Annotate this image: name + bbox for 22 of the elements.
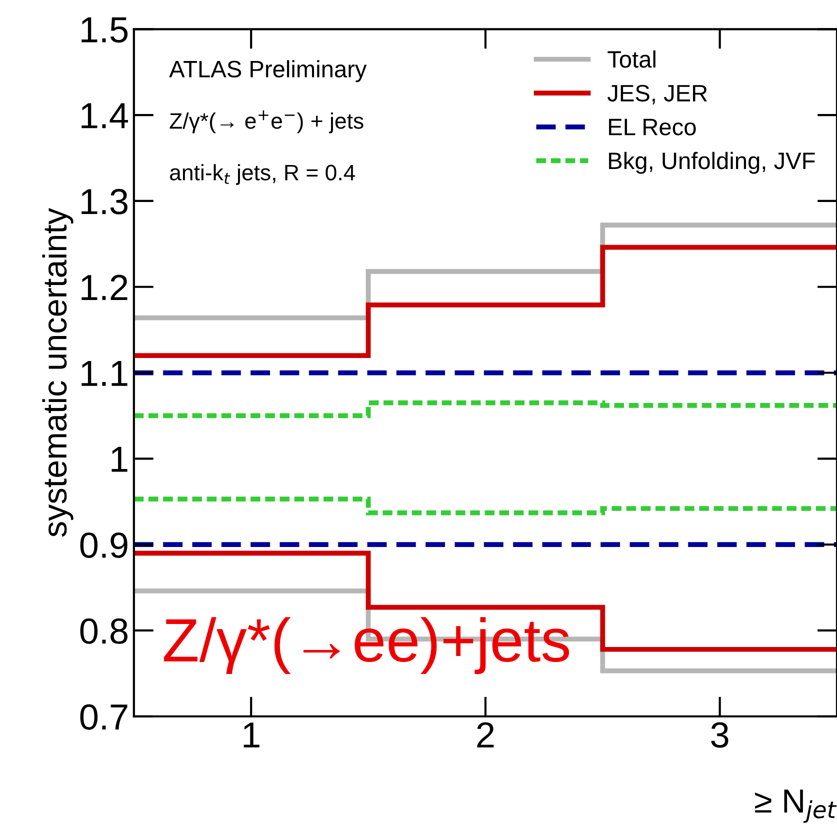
x-tick-label: 3 bbox=[711, 722, 728, 748]
legend-label: EL Reco bbox=[609, 118, 696, 136]
y-axis-title: systematic uncertainty bbox=[42, 208, 74, 537]
y-tick-label: 1.5 bbox=[82, 17, 128, 43]
annotation: ATLAS Preliminary bbox=[169, 60, 367, 82]
x-tick-label: 1 bbox=[244, 722, 260, 748]
y-tick-label: 0.8 bbox=[80, 618, 128, 644]
legend-label: Total bbox=[608, 50, 656, 68]
x-axis-title: ≥ N$_{jet}$ bbox=[755, 790, 837, 823]
legend-label: JES, JER bbox=[607, 84, 708, 104]
y-tick-label: 1.3 bbox=[82, 188, 128, 214]
y-tick-label: 1.1 bbox=[82, 361, 128, 386]
y-tick-label: 1.4 bbox=[82, 103, 128, 128]
annotation: anti-k$_{t}$ jets, R = 0.4 bbox=[170, 164, 356, 185]
annotation: Z/γ*(→ee)+jets bbox=[164, 617, 570, 674]
legend-label: Bkg, Unfolding, JVF bbox=[609, 152, 815, 174]
y-tick-label: 0.9 bbox=[80, 532, 128, 558]
y-tick-label: 1.2 bbox=[82, 274, 128, 300]
y-tick-label: 0.7 bbox=[80, 704, 128, 730]
annotation: Z/γ*(→ e$^{+}$e$^{−}$) + jets bbox=[170, 110, 364, 134]
x-tick-label: 2 bbox=[477, 722, 494, 748]
y-tick-label: 1 bbox=[112, 446, 128, 472]
